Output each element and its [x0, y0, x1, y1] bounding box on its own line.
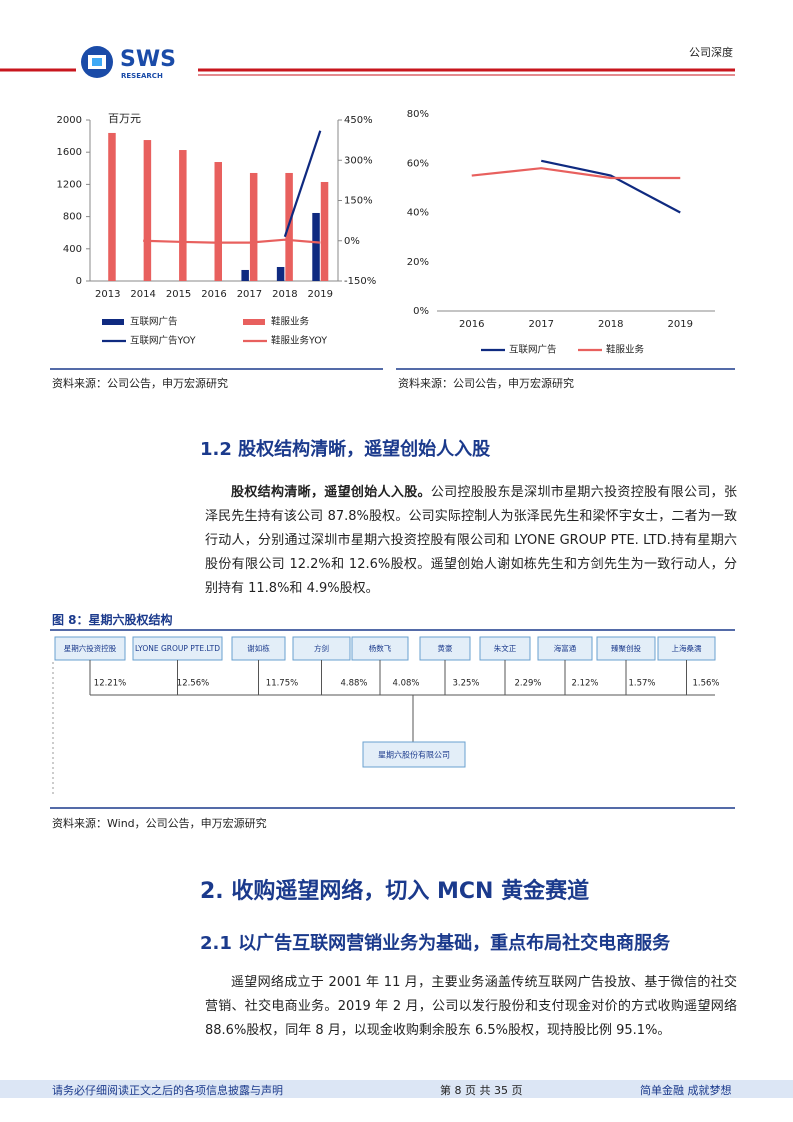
section-heading: 1.2 股权结构清晰，遥望创始人入股	[200, 439, 491, 460]
source-note: 资料来源：公司公告，申万宏源研究	[398, 377, 574, 390]
shareholder-label: 上海桑濡	[672, 643, 702, 653]
y-tick-label: 0	[76, 276, 82, 287]
x-tick-label: 2018	[272, 289, 297, 300]
y2-tick-label: 300%	[344, 155, 373, 166]
line	[541, 159, 681, 214]
target-node	[362, 741, 466, 768]
paragraph: 遥望网络成立于 2001 年 11 月，主要业务涵盖传统互联网广告投放、基于微信…	[205, 975, 737, 1038]
line	[143, 238, 321, 244]
y-tick-label: 1600	[57, 147, 82, 158]
share-label: 2.12%	[571, 679, 598, 689]
share-label: 3.25%	[452, 679, 479, 689]
y-tick-label: 60%	[407, 158, 429, 169]
legend-label: 互联网广告	[509, 344, 557, 356]
x-tick-label: 2017	[237, 289, 262, 300]
footer-band	[0, 1080, 793, 1098]
unit-label: 百万元	[108, 112, 141, 125]
legend-label: 鞋服业务YOY	[271, 335, 327, 347]
y-tick-label: 20%	[407, 257, 429, 268]
target-node-label: 星期六股份有限公司	[378, 750, 450, 760]
legend-swatch	[243, 319, 265, 325]
x-tick-label: 2017	[529, 319, 554, 330]
y-tick-label: 2000	[57, 115, 82, 126]
x-tick-label: 2018	[598, 319, 623, 330]
shareholder-label: 臻聚创投	[611, 643, 641, 653]
share-label: 12.21%	[94, 679, 126, 689]
logo-subtext: RESEARCH	[121, 72, 163, 80]
paragraph-lead: 股权结构清晰，遥望创始人入股。	[231, 485, 431, 500]
legend-label: 鞋服业务	[271, 316, 310, 328]
x-tick-label: 2016	[459, 319, 484, 330]
share-label: 4.08%	[392, 679, 419, 689]
page-number: 第 8 页 共 35 页	[440, 1084, 523, 1097]
source-note: 资料来源：Wind，公司公告，申万宏源研究	[52, 817, 267, 830]
x-tick-label: 2013	[95, 289, 120, 300]
logo-text: SWS	[120, 47, 176, 72]
x-tick-label: 2015	[166, 289, 191, 300]
y2-tick-label: -150%	[344, 276, 376, 287]
share-label: 11.75%	[266, 679, 298, 689]
bar	[214, 162, 222, 281]
shareholder-label: LYONE GROUP PTE.LTD	[135, 644, 220, 653]
y2-tick-label: 150%	[344, 196, 373, 207]
shareholder-label: 黄豪	[438, 643, 453, 653]
bar	[179, 150, 187, 281]
source-note: 资料来源：公司公告，申万宏源研究	[52, 377, 228, 390]
legend-swatch	[102, 319, 124, 325]
footer-slogan: 简单金融 成就梦想	[640, 1084, 732, 1097]
y-tick-label: 800	[63, 212, 82, 223]
shareholder-label: 朱文正	[494, 643, 517, 653]
y-tick-label: 0%	[413, 306, 429, 317]
legend-label: 互联网广告	[130, 316, 178, 328]
share-label: 2.29%	[514, 679, 541, 689]
y2-tick-label: 450%	[344, 115, 373, 126]
shareholder-label: 海富通	[554, 643, 577, 653]
y-tick-label: 80%	[407, 109, 429, 120]
paragraph: 股权结构清晰，遥望创始人入股。公司控股股东是深圳市星期六投资控股有限公司，张泽民…	[205, 481, 737, 601]
x-tick-label: 2019	[668, 319, 693, 330]
figure-title: 图 8：星期六股权结构	[52, 613, 173, 627]
bar	[312, 212, 320, 281]
bar	[249, 172, 258, 281]
bar	[320, 181, 329, 281]
paragraph-body: 公司控股股东是深圳市星期六投资控股有限公司，张泽民先生持有该公司 87.8%股权…	[205, 485, 737, 596]
chapter-heading: 2. 收购遥望网络，切入 MCN 黄金赛道	[200, 879, 590, 904]
bar	[143, 140, 152, 281]
section-heading: 2.1 以广告互联网营销业务为基础，重点布局社交电商服务	[200, 933, 671, 954]
legend-label: 互联网广告YOY	[130, 335, 196, 347]
y-tick-label: 40%	[407, 208, 429, 219]
shareholder-label: 谢如栋	[247, 643, 270, 653]
y-tick-label: 400	[63, 244, 82, 255]
line	[471, 167, 681, 180]
bar	[241, 269, 249, 281]
footer-disclaimer: 请务必仔细阅读正文之后的各项信息披露与声明	[52, 1084, 283, 1097]
bar	[276, 266, 285, 281]
shareholder-label: 杨数飞	[369, 643, 392, 653]
report-type: 公司深度	[689, 45, 733, 59]
x-tick-label: 2014	[130, 289, 155, 300]
share-label: 4.88%	[340, 679, 367, 689]
share-label: 1.56%	[692, 679, 719, 689]
x-tick-label: 2016	[201, 289, 226, 300]
legend-label: 鞋服业务	[606, 344, 645, 356]
y-tick-label: 1200	[57, 179, 82, 190]
bar	[108, 132, 116, 281]
shareholder-label: 星期六投资控股	[64, 643, 117, 653]
x-tick-label: 2019	[308, 289, 333, 300]
share-label: 1.57%	[628, 679, 655, 689]
share-label: 12.56%	[177, 679, 209, 689]
logo-mark	[92, 58, 102, 66]
y2-tick-label: 0%	[344, 236, 360, 247]
shareholder-label: 方剑	[314, 643, 329, 653]
line	[283, 130, 322, 238]
